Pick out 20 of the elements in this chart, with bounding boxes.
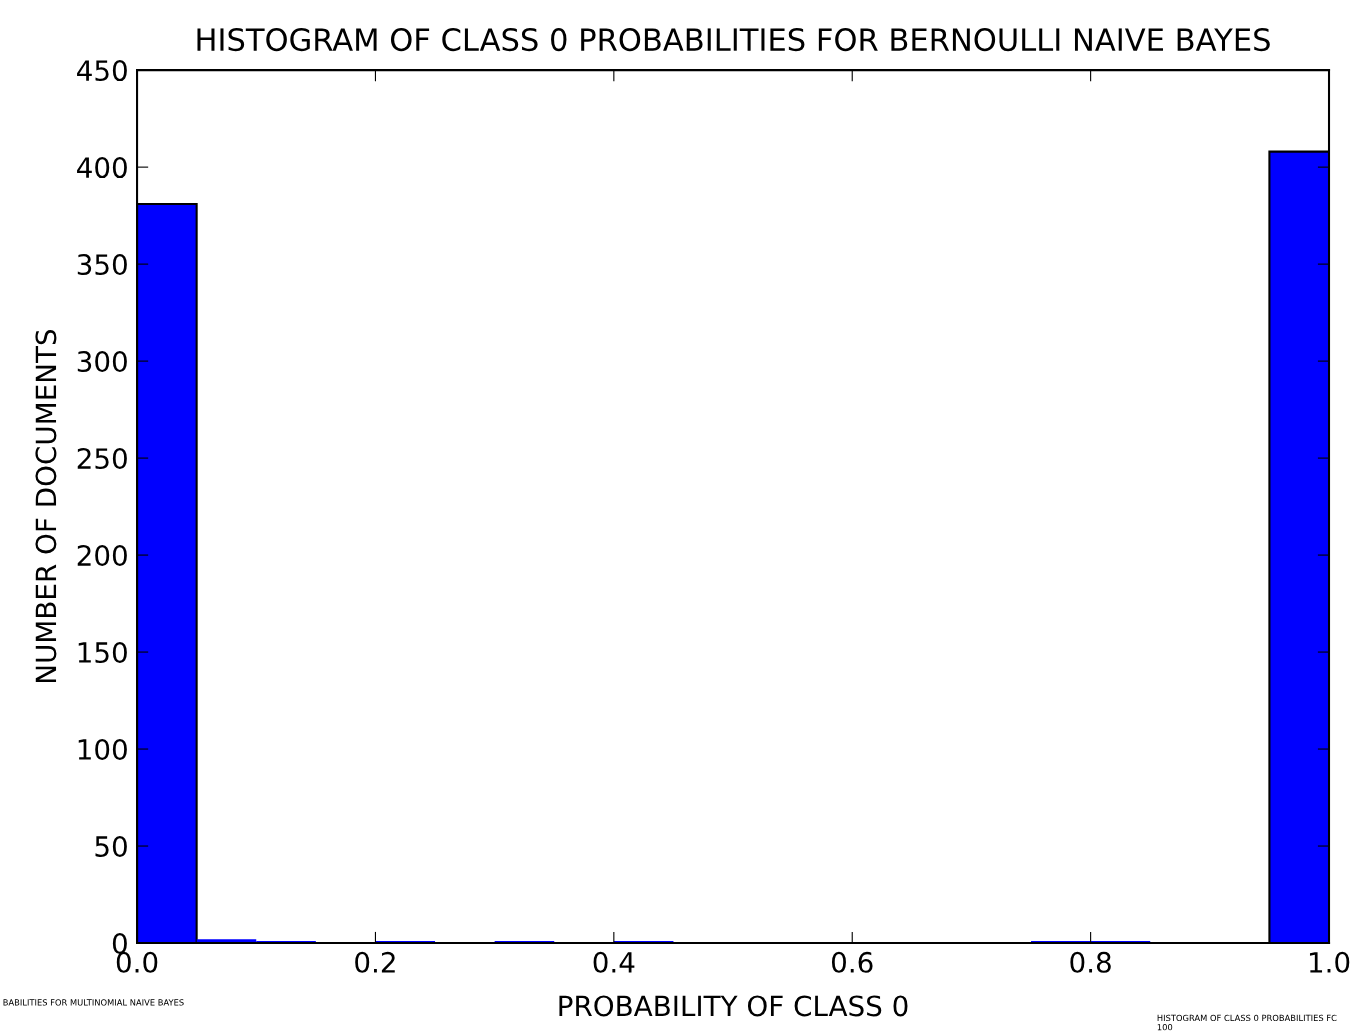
chart-title: HISTOGRAM OF CLASS 0 PROBABILITIES FOR BERNOULLI NAIVE BAYES [197,28,1270,52]
y-tick-label: 250 [77,448,127,470]
text: HISTOGRAM OF CLASS 0 PROBABILITIES FC [1157,1014,1337,1022]
y-tick-label: 350 [77,254,127,276]
x-axis-title: PROBABILITY OF CLASS 0 [559,995,908,1017]
y-tick-label: 450 [77,60,127,82]
y-tick-label: 400 [77,157,127,179]
text: 100 [1157,1024,1173,1031]
x-tick-label: 0.2 [355,951,395,973]
x-tick-label: 0.6 [831,951,873,973]
x-tick-label: 1.0 [1309,951,1350,973]
y-tick-label: 200 [77,545,127,567]
x-tick-label: 0.4 [593,951,635,973]
y-axis-title: NUMBER OF DOCUMENTS [35,329,57,683]
y-tick-label: 150 [78,642,127,664]
y-tick-label: 100 [78,738,127,760]
text: BABILITIES FOR MULTINOMIAL NAIVE BAYES [3,999,184,1006]
x-tick-label: 0.8 [1070,951,1111,973]
y-tick-label: 300 [77,351,127,373]
y-tick-label: 50 [95,835,127,857]
